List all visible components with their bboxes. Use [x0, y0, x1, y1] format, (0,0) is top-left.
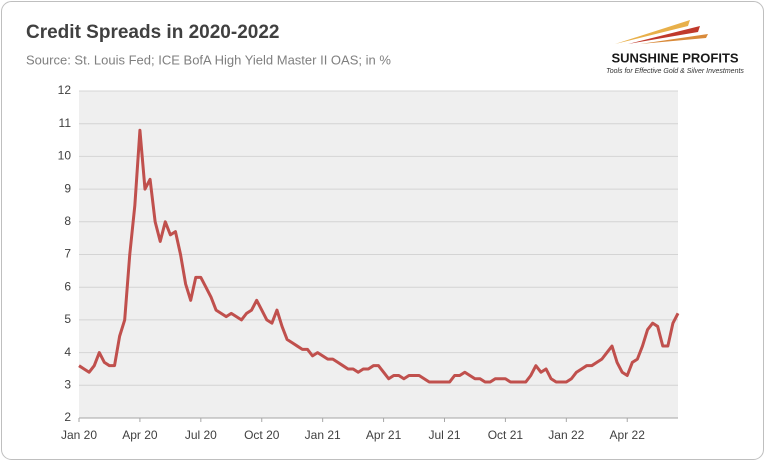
logo-name: SUNSHINE PROFITS: [611, 50, 738, 65]
y-tick-label: 6: [64, 279, 71, 293]
chart-title: Credit Spreads in 2020-2022: [26, 22, 279, 43]
x-tick-label: Jul 21: [428, 428, 460, 442]
series-line: [78, 128, 680, 384]
x-tick-label: Jan 21: [305, 428, 341, 442]
y-tick-label: 9: [64, 181, 71, 195]
x-tick-label: Jul 20: [185, 428, 217, 442]
x-tick-label: Jan 22: [548, 428, 584, 442]
logo-tagline: Tools for Effective Gold & Silver Invest…: [606, 68, 744, 75]
logo-ray: [615, 20, 690, 44]
x-tick-label: Apr 20: [122, 428, 158, 442]
y-tick-label: 12: [58, 83, 72, 97]
logo-ray: [640, 34, 708, 44]
y-tick-label: 2: [64, 410, 71, 424]
y-tick-label: 10: [58, 149, 72, 163]
logo-ray: [628, 26, 700, 44]
y-tick-label: 3: [64, 377, 71, 391]
y-tick-label: 11: [59, 116, 72, 130]
y-tick-label: 8: [64, 214, 71, 228]
x-tick-label: Apr 22: [610, 428, 646, 442]
x-tick-label: Apr 21: [366, 428, 402, 442]
x-tick-label: Oct 21: [488, 428, 524, 442]
x-tick-label: Oct 20: [244, 428, 280, 442]
logo: SUNSHINE PROFITS Tools for Effective Gol…: [606, 20, 744, 75]
y-tick-label: 5: [64, 312, 71, 326]
x-tick-label: Jan 20: [61, 428, 97, 442]
y-tick-label: 4: [64, 345, 71, 359]
chart-subtitle: Source: St. Louis Fed; ICE BofA High Yie…: [26, 52, 391, 67]
y-tick-label: 7: [64, 247, 71, 261]
